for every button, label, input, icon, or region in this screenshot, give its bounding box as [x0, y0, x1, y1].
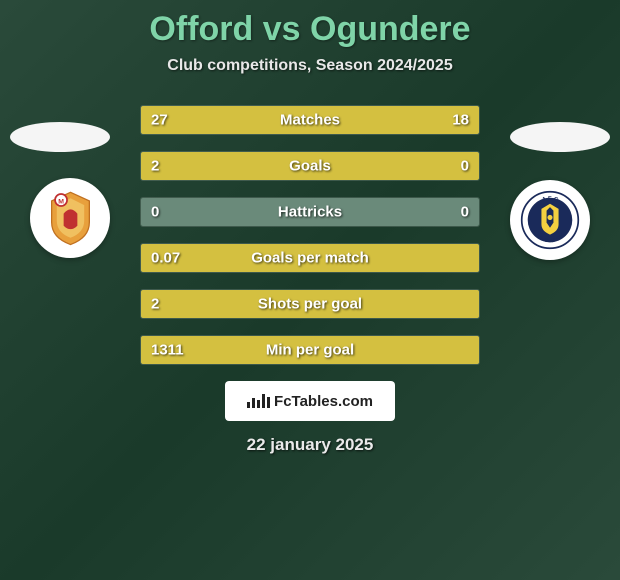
fctables-logo[interactable]: FcTables.com	[225, 381, 395, 421]
subtitle: Club competitions, Season 2024/2025	[0, 57, 620, 75]
flag-badge-right	[510, 122, 610, 152]
stat-label: Matches	[280, 112, 340, 129]
afc-wimbledon-icon: A F C WIMBLEDON	[520, 190, 580, 250]
bar-chart-icon	[247, 394, 270, 408]
page-title: Offord vs Ogundere	[0, 10, 620, 49]
stats-panel: 27 Matches 18 2 Goals 0 0 Hattricks 0 0.…	[140, 105, 480, 365]
stat-row: 2 Goals 0	[140, 151, 480, 181]
stat-value-right: 0	[461, 158, 469, 175]
stat-row: 1311 Min per goal	[140, 335, 480, 365]
stat-label: Goals	[289, 158, 331, 175]
bar-left	[141, 152, 405, 180]
stat-label: Shots per goal	[258, 296, 362, 313]
club-crest-left: M	[30, 178, 110, 258]
club-crest-right: A F C WIMBLEDON	[510, 180, 590, 260]
stat-row: 0.07 Goals per match	[140, 243, 480, 273]
svg-text:M: M	[58, 198, 64, 205]
stat-value-left: 2	[151, 296, 159, 313]
stat-label: Hattricks	[278, 204, 342, 221]
stat-label: Min per goal	[266, 342, 354, 359]
mk-dons-icon: M	[43, 188, 98, 248]
stat-value-left: 27	[151, 112, 168, 129]
stat-label: Goals per match	[251, 250, 369, 267]
stat-value-right: 0	[461, 204, 469, 221]
stat-value-left: 2	[151, 158, 159, 175]
stat-row: 27 Matches 18	[140, 105, 480, 135]
stat-row: 2 Shots per goal	[140, 289, 480, 319]
comparison-card: Offord vs Ogundere Club competitions, Se…	[0, 0, 620, 455]
stat-row: 0 Hattricks 0	[140, 197, 480, 227]
logo-text: FcTables.com	[274, 393, 373, 410]
stat-value-left: 0	[151, 204, 159, 221]
date-label: 22 january 2025	[0, 435, 620, 455]
stat-value-right: 18	[452, 112, 469, 129]
flag-badge-left	[10, 122, 110, 152]
stat-value-left: 0.07	[151, 250, 180, 267]
stat-value-left: 1311	[151, 342, 184, 359]
bar-left	[141, 106, 405, 134]
